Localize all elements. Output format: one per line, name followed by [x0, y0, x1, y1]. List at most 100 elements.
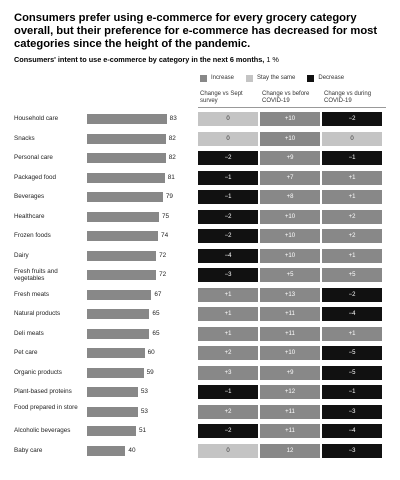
bar: [87, 133, 166, 144]
bar-value-label: 82: [168, 134, 176, 142]
change-cell: +11: [260, 326, 320, 341]
bar: [87, 387, 138, 397]
change-cell: −2: [322, 112, 382, 126]
bar: [87, 426, 136, 436]
subtitle-text: Consumers' intent to use e-commerce by c…: [14, 55, 265, 64]
bar-value-label: 72: [159, 271, 167, 278]
change-cell: +11: [260, 307, 320, 321]
bar-value-label: 83: [169, 115, 177, 122]
change-cell: +11: [260, 404, 320, 419]
category-label: Snacks: [14, 134, 35, 142]
change-cell: 0: [198, 131, 258, 146]
category-label: Household care: [14, 115, 59, 123]
category-label: Baby care: [14, 446, 43, 454]
subtitle-unit: 1 %: [266, 55, 279, 64]
change-cell: 0: [198, 112, 258, 126]
bar: [87, 231, 159, 241]
change-cell: +9: [260, 365, 320, 380]
bar: [87, 328, 150, 339]
change-cell: +8: [260, 190, 320, 204]
change-cell: +1: [198, 307, 258, 321]
bar: [87, 250, 157, 261]
bar-value-label: 40: [128, 446, 136, 454]
category-label: Packaged food: [14, 173, 57, 181]
change-cell: −3: [322, 404, 382, 419]
change-cell: 0: [322, 131, 382, 146]
change-cell: −1: [322, 151, 382, 165]
change-cell: +10: [260, 112, 320, 126]
bar-value-label: 81: [167, 173, 175, 181]
change-cell: −5: [322, 365, 382, 380]
bar-value-label: 65: [152, 310, 160, 317]
bar: [87, 114, 167, 124]
bar: [87, 211, 159, 222]
change-cell: −2: [198, 424, 258, 438]
legend-item-increase: Increase: [200, 74, 234, 82]
change-cell: −1: [198, 170, 258, 185]
change-cell: −3: [198, 268, 258, 282]
legend: Increase Stay the same Decrease: [200, 73, 356, 83]
change-cell: +1: [322, 248, 382, 263]
bar-value-label: 53: [140, 388, 148, 395]
category-label: Dairy: [14, 251, 29, 259]
bar-value-label: 75: [162, 212, 170, 220]
bar: [87, 270, 157, 280]
bar: [87, 406, 138, 417]
legend-swatch-decrease: [307, 74, 315, 82]
legend-label-decrease: Decrease: [318, 75, 345, 81]
bar: [87, 348, 145, 358]
change-cell: +1: [198, 287, 258, 302]
change-cell: +2: [322, 209, 382, 224]
change-cell: +5: [322, 268, 382, 282]
bar: [87, 445, 126, 456]
change-cell: −2: [198, 151, 258, 165]
bar: [87, 192, 163, 202]
change-cell: −4: [198, 248, 258, 263]
chart-subtitle: Consumers' intent to use e-commerce by c…: [14, 55, 386, 64]
header-separator: [198, 107, 386, 108]
change-cell: −5: [322, 346, 382, 360]
change-cell: +5: [260, 268, 320, 282]
change-cell: +1: [198, 326, 258, 341]
headline: Consumers prefer using e-commerce for ev…: [14, 12, 378, 50]
change-cell: +1: [322, 170, 382, 185]
bar-value-label: 53: [140, 407, 148, 415]
change-cell: +2: [198, 404, 258, 419]
bar-value-label: 60: [147, 349, 155, 356]
legend-swatch-same: [246, 74, 254, 82]
bar-value-label: 72: [159, 251, 167, 259]
change-cell: 12: [260, 443, 320, 458]
change-cell: +11: [260, 424, 320, 438]
bar: [87, 172, 165, 183]
change-cell: +13: [260, 287, 320, 302]
category-label: Organic products: [14, 368, 62, 376]
change-cell: 0: [198, 443, 258, 458]
change-cell: +10: [260, 346, 320, 360]
change-cell: +2: [322, 229, 382, 243]
change-cell: −2: [322, 287, 382, 302]
category-label: Plant-based proteins: [14, 388, 72, 396]
change-cell: +7: [260, 170, 320, 185]
category-label: Deli meats: [14, 329, 44, 337]
bar-value-label: 51: [138, 427, 147, 434]
column-header-before-covid: Change vs before COVID-19: [262, 91, 310, 104]
legend-label-same: Stay the same: [257, 75, 296, 81]
category-label: Pet care: [14, 349, 38, 357]
bar-value-label: 74: [161, 232, 169, 239]
legend-swatch-increase: [200, 74, 207, 82]
legend-item-same: Stay the same: [246, 74, 296, 82]
change-cell: +10: [260, 209, 320, 224]
category-label: Natural products: [14, 310, 61, 318]
bar-value-label: 59: [146, 368, 154, 376]
category-label: Fresh fruits and vegetables: [14, 267, 58, 283]
category-label: Personal care: [14, 154, 53, 162]
legend-item-decrease: Decrease: [307, 74, 345, 82]
change-cell: +9: [260, 151, 320, 165]
change-cell: −1: [198, 385, 258, 399]
category-label: Frozen foods: [14, 232, 51, 240]
change-cell: −1: [322, 385, 382, 399]
category-label: Fresh meats: [14, 290, 49, 298]
change-cell: −2: [198, 229, 258, 243]
change-cell: −4: [322, 307, 382, 321]
bar-value-label: 67: [154, 290, 162, 298]
